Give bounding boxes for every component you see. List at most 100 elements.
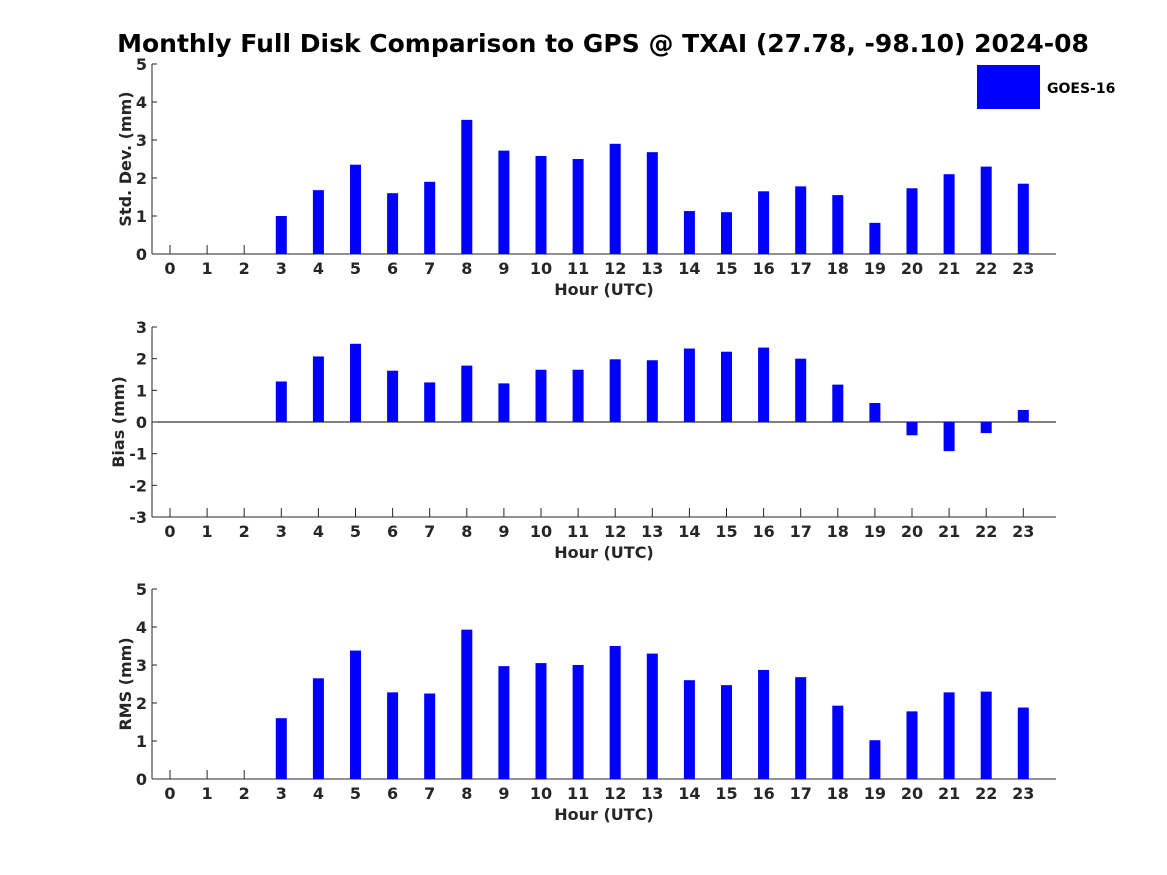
std-dev-y-tick-label: 3 (136, 131, 147, 150)
std-dev-bar (721, 212, 732, 254)
bias-bar (683, 348, 695, 422)
rms-bar (387, 692, 399, 779)
std-dev-y-axis-label: Std. Dev. (mm) (116, 91, 135, 226)
legend: GOES-16 (977, 65, 1115, 109)
rms-x-tick-label: 17 (790, 784, 812, 803)
bias-bar (572, 369, 584, 422)
rms-bar (832, 705, 844, 779)
bias-x-axis-label: Hour (UTC) (554, 543, 654, 562)
bias-bar (721, 351, 732, 422)
rms-x-tick-label: 23 (1012, 784, 1034, 803)
rms-x-tick-label: 15 (715, 784, 737, 803)
std-dev-x-tick-label: 5 (350, 259, 361, 278)
bias-bar (906, 422, 918, 436)
legend-label: GOES-16 (1047, 81, 1115, 97)
std-dev-x-tick-label: 6 (387, 259, 398, 278)
bias-x-tick-label: 13 (641, 522, 663, 541)
rms-x-tick-label: 10 (530, 784, 552, 803)
rms-x-tick-label: 11 (567, 784, 589, 803)
bias-x-tick-label: 11 (567, 522, 589, 541)
bias-x-tick-label: 1 (202, 522, 213, 541)
rms-bar (758, 669, 770, 779)
rms-bar (795, 677, 807, 779)
rms-y-tick-label: 5 (136, 580, 147, 599)
rms-bar (721, 685, 732, 779)
std-dev-bar (387, 193, 399, 254)
std-dev-x-tick-label: 23 (1012, 259, 1034, 278)
std-dev-bar (869, 222, 881, 254)
std-dev-x-tick-label: 14 (678, 259, 700, 278)
std-dev-bar (535, 155, 547, 254)
std-dev-bar (1017, 183, 1029, 254)
bias-bar (832, 384, 844, 422)
rms-x-tick-label: 4 (313, 784, 324, 803)
std-dev-x-tick-label: 16 (752, 259, 774, 278)
bias-x-tick-label: 21 (938, 522, 960, 541)
std-dev-bar (609, 143, 621, 254)
rms-bar (461, 629, 473, 779)
bias-y-tick-label: 3 (136, 318, 147, 337)
rms-x-tick-label: 13 (641, 784, 663, 803)
rms-bar (572, 665, 584, 779)
bias-x-tick-label: 3 (276, 522, 287, 541)
std-dev-x-tick-label: 15 (715, 259, 737, 278)
bias-bar (795, 358, 807, 422)
rms-x-tick-label: 18 (827, 784, 849, 803)
std-dev-x-tick-label: 2 (239, 259, 250, 278)
bias-y-tick-label: -1 (129, 445, 147, 464)
rms-x-tick-label: 12 (604, 784, 626, 803)
bias-bar (312, 356, 324, 422)
std-dev-x-tick-label: 13 (641, 259, 663, 278)
bias-y-tick-label: -2 (129, 476, 147, 495)
std-dev-bar (832, 195, 844, 254)
std-dev-y-tick-label: 2 (136, 169, 147, 188)
std-dev-x-tick-label: 8 (461, 259, 472, 278)
rms-bar (683, 680, 695, 779)
std-dev-x-tick-label: 22 (975, 259, 997, 278)
std-dev-bar (795, 186, 807, 254)
std-dev-bar (572, 159, 584, 254)
std-dev-bar (275, 216, 287, 254)
std-dev-bar (943, 174, 955, 254)
std-dev-x-tick-label: 1 (202, 259, 213, 278)
std-dev-x-tick-label: 3 (276, 259, 287, 278)
bias-x-tick-label: 5 (350, 522, 361, 541)
bias-bar (350, 343, 361, 422)
bias-y-tick-label: 0 (136, 413, 147, 432)
rms-x-tick-label: 2 (239, 784, 250, 803)
bias-x-tick-label: 8 (461, 522, 472, 541)
bias-bar (535, 369, 547, 422)
rms-x-tick-label: 8 (461, 784, 472, 803)
std-dev-bar (646, 152, 658, 254)
std-dev-x-tick-label: 18 (827, 259, 849, 278)
bias-bar (387, 370, 399, 422)
std-dev-x-tick-label: 12 (604, 259, 626, 278)
bias-x-tick-label: 20 (901, 522, 923, 541)
bias-bar (980, 422, 992, 434)
bias-x-tick-label: 17 (790, 522, 812, 541)
std-dev-x-tick-label: 20 (901, 259, 923, 278)
rms-bar (943, 692, 955, 779)
std-dev-y-tick-label: 4 (136, 93, 147, 112)
rms-bar (1017, 707, 1029, 779)
rms-bar (869, 740, 881, 779)
rms-bar (980, 691, 992, 779)
rms-x-tick-label: 16 (752, 784, 774, 803)
bias-y-tick-label: 2 (136, 350, 147, 369)
std-dev-y-tick-label: 1 (136, 207, 147, 226)
std-dev-x-tick-label: 0 (164, 259, 175, 278)
bias-x-tick-label: 4 (313, 522, 324, 541)
bias-bar (424, 382, 436, 422)
bias-x-tick-label: 0 (164, 522, 175, 541)
bias-bar (461, 365, 473, 422)
std-dev-x-tick-label: 11 (567, 259, 589, 278)
bias-y-tick-label: 1 (136, 381, 147, 400)
rms-bar (424, 693, 436, 779)
std-dev-bar (312, 190, 324, 254)
rms-bar (609, 646, 621, 779)
std-dev-x-tick-label: 7 (424, 259, 435, 278)
rms-x-tick-label: 9 (498, 784, 509, 803)
std-dev-bar (683, 211, 695, 254)
std-dev-x-tick-label: 17 (790, 259, 812, 278)
rms-y-axis-label: RMS (mm) (116, 637, 135, 730)
